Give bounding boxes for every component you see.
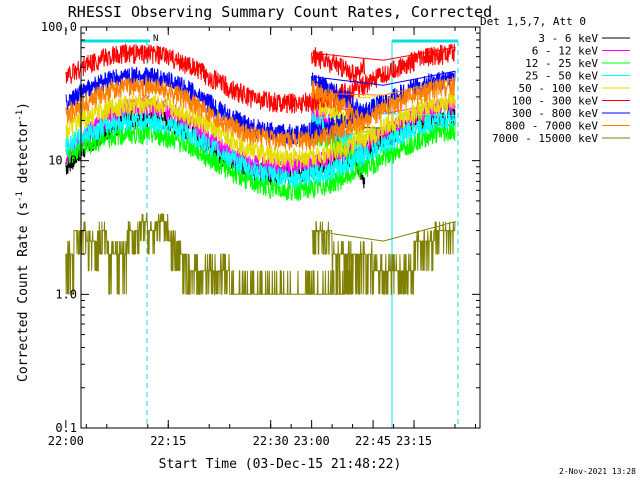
x-tick-label: 22:30 <box>253 434 289 448</box>
series-line <box>65 108 456 189</box>
series-25-50-kev <box>65 108 456 189</box>
series-line <box>65 213 456 295</box>
series-800-7000-kev <box>65 76 456 151</box>
legend-label: 50 - 100 keV <box>519 82 599 95</box>
legend-label: 6 - 12 keV <box>532 45 599 58</box>
legend-label: 12 - 25 keV <box>525 57 598 70</box>
plot-frame <box>80 26 481 429</box>
plot-area: N <box>65 34 459 428</box>
series-line <box>65 93 456 169</box>
y-tick-label: 10.0 <box>48 154 77 168</box>
legend-label: 100 - 300 keV <box>512 95 598 108</box>
x-tick-label: 22:45 <box>355 434 391 448</box>
series-50-100-kev <box>65 93 456 169</box>
series-line <box>65 76 456 151</box>
series-100-300-kev <box>65 43 456 114</box>
series-12-25-kev <box>65 121 456 203</box>
legend-label: 3 - 6 keV <box>538 32 598 45</box>
chart-title: RHESSI Observing Summary Count Rates, Co… <box>68 3 492 21</box>
x-tick-label: 23:15 <box>396 434 432 448</box>
footer-date: 2-Nov-2021 13:28 <box>559 467 636 476</box>
series-7000-15000-kev <box>65 213 456 295</box>
y-tick-label: 1.0 <box>55 287 77 301</box>
legend-header: Det 1,5,7, Att 0 <box>480 15 586 28</box>
legend-label: 300 - 800 keV <box>512 107 598 120</box>
x-axis-title: Start Time (03-Dec-15 21:48:22) <box>159 457 402 472</box>
y-tick-label: 100.0 <box>41 20 77 34</box>
x-tick-label: 23:00 <box>294 434 330 448</box>
x-tick-label: 22:15 <box>150 434 186 448</box>
legend-label: 25 - 50 keV <box>525 70 598 83</box>
y-axis-title: Corrected Count Rate (s-1 detector-1) <box>15 102 31 382</box>
segment-label-n: N <box>153 34 158 44</box>
legend-label: 800 - 7000 keV <box>505 120 598 133</box>
legend-label: 7000 - 15000 keV <box>492 132 598 145</box>
x-tick-label: 22:00 <box>48 434 84 448</box>
series-line <box>65 43 456 114</box>
series-line <box>65 121 456 203</box>
